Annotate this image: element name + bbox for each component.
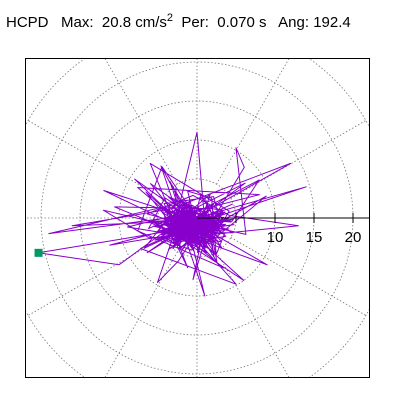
- max-units-exponent: 2: [166, 12, 174, 24]
- orbit-trace: [38, 131, 307, 297]
- angle-value: 192.4: [313, 14, 351, 31]
- grid-spoke: [216, 251, 290, 377]
- period-label: Per:: [181, 14, 209, 31]
- angle-label: Ang:: [278, 14, 310, 31]
- max-marker: [34, 248, 43, 257]
- axis-tick-label: 20: [345, 229, 362, 246]
- max-label: Max:: [61, 14, 94, 31]
- grid-spoke: [104, 59, 178, 185]
- axis-tick-label: 15: [306, 229, 323, 246]
- polar-orbit-chart: 10 15 20: [26, 59, 369, 377]
- grid-spoke: [104, 251, 178, 377]
- grid-spoke: [230, 237, 367, 316]
- chart-title: HCPD Max: 20.8 cm/s2 Per: 0.070 s Ang: 1…: [6, 12, 351, 31]
- grid-spoke: [27, 237, 164, 316]
- grid-spoke: [230, 120, 367, 199]
- axis-tick-label: 10: [267, 229, 284, 246]
- plot-area: 10 15 20: [25, 58, 370, 378]
- max-value: 20.8 cm/s: [101, 14, 167, 31]
- station-code: HCPD: [6, 14, 49, 31]
- grid-spoke: [216, 59, 290, 185]
- period-value: 0.070 s: [217, 14, 267, 31]
